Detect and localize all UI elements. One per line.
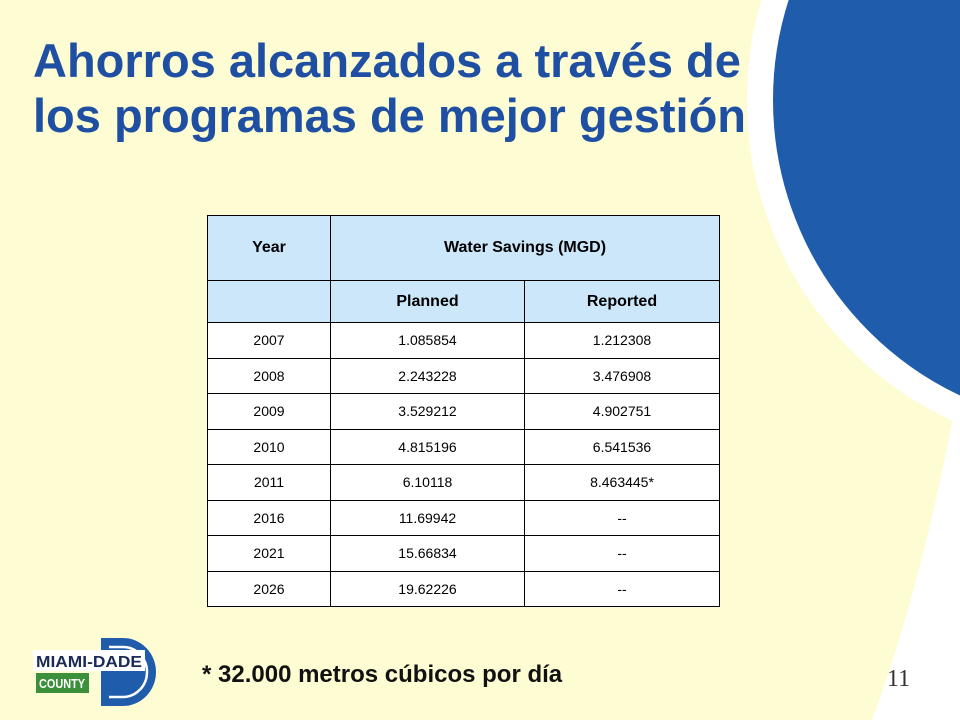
- table-row: 2026 19.62226 --: [207, 570, 720, 607]
- header-planned: Planned: [330, 280, 525, 323]
- cell-planned: 15.66834: [330, 535, 525, 572]
- cell-year: 2010: [207, 428, 331, 465]
- header-reported: Reported: [524, 280, 720, 323]
- table-row: 2009 3.529212 4.902751: [207, 393, 720, 430]
- cell-planned: 6.10118: [330, 464, 525, 501]
- cell-planned: 3.529212: [330, 393, 525, 430]
- miami-dade-county-logo: MIAMI-DADE COUNTY: [33, 638, 156, 706]
- corner-blue-arc: [747, 0, 960, 424]
- cell-reported: 4.902751: [524, 393, 720, 430]
- cell-planned: 2.243228: [330, 357, 525, 394]
- logo-county-text: COUNTY: [39, 677, 86, 691]
- header-year: Year: [207, 215, 331, 281]
- logo-name-band: [33, 650, 145, 671]
- page-number: 11: [887, 666, 911, 692]
- table-header-row: Year Water Savings (MGD): [207, 215, 720, 281]
- table-subheader-row: Planned Reported: [207, 280, 720, 323]
- title-line-1: Ahorros alcanzados a través de: [33, 34, 741, 87]
- title-line-2: los programas de mejor gestión: [33, 89, 747, 142]
- cell-planned: 4.815196: [330, 428, 525, 465]
- slide-title: Ahorros alcanzados a través de los progr…: [33, 33, 746, 143]
- cell-year: 2016: [207, 499, 331, 536]
- table-row: 2007 1.085854 1.212308: [207, 322, 720, 359]
- table-row: 2016 11.69942 --: [207, 499, 720, 536]
- cell-reported: 8.463445*: [524, 464, 720, 501]
- cell-year: 2008: [207, 357, 331, 394]
- cell-reported: --: [524, 570, 720, 607]
- footnote: * 32.000 metros cúbicos por día: [202, 661, 563, 688]
- logo-county-block: [36, 673, 89, 693]
- cell-year: 2026: [207, 570, 331, 607]
- logo-d-inner-line: [109, 645, 149, 699]
- cell-planned: 1.085854: [330, 322, 525, 359]
- subheader-empty-cell: [207, 280, 331, 323]
- table-row: 2010 4.815196 6.541536: [207, 428, 720, 465]
- cell-reported: 6.541536: [524, 428, 720, 465]
- cell-reported: 1.212308: [524, 322, 720, 359]
- water-savings-table: Year Water Savings (MGD) Planned Reporte…: [207, 215, 720, 607]
- cell-reported: 3.476908: [524, 357, 720, 394]
- logo-name-text: MIAMI-DADE: [36, 654, 142, 671]
- header-water-savings: Water Savings (MGD): [330, 215, 720, 281]
- table-row: 2008 2.243228 3.476908: [207, 357, 720, 394]
- table-row: 2011 6.10118 8.463445*: [207, 464, 720, 501]
- cell-planned: 11.69942: [330, 499, 525, 536]
- cell-reported: --: [524, 499, 720, 536]
- table-row: 2021 15.66834 --: [207, 535, 720, 572]
- cell-reported: --: [524, 535, 720, 572]
- cell-year: 2009: [207, 393, 331, 430]
- cell-year: 2011: [207, 464, 331, 501]
- cell-year: 2021: [207, 535, 331, 572]
- cell-planned: 19.62226: [330, 570, 525, 607]
- cell-year: 2007: [207, 322, 331, 359]
